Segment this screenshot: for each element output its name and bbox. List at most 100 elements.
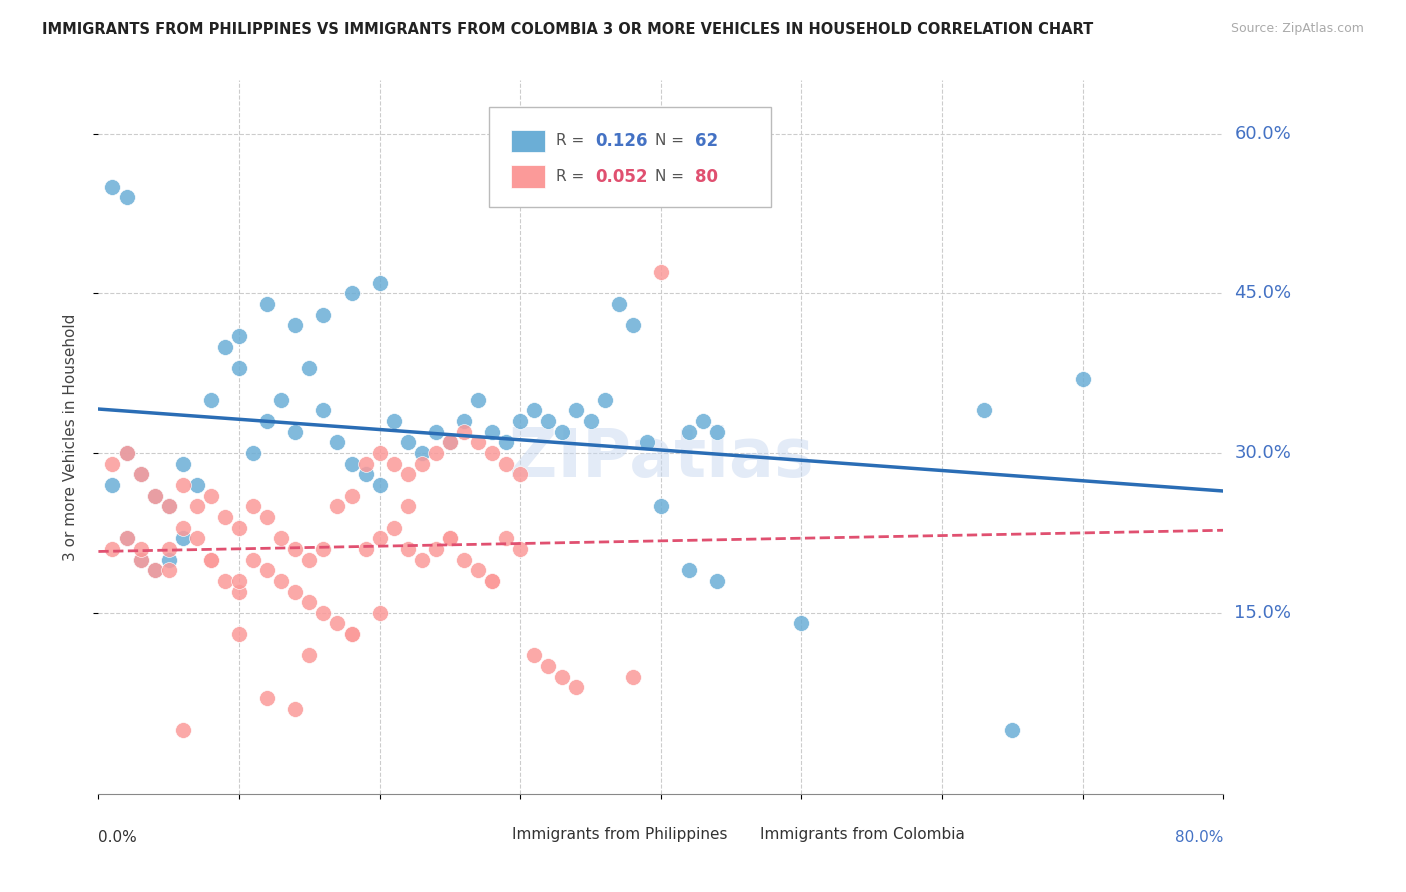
Point <box>143 563 166 577</box>
Point <box>439 531 461 545</box>
Point <box>368 478 391 492</box>
Point <box>411 446 433 460</box>
Point <box>453 414 475 428</box>
Point <box>411 457 433 471</box>
Point <box>101 457 124 471</box>
Point <box>157 541 180 556</box>
Point <box>157 500 180 514</box>
Point <box>495 435 517 450</box>
Point <box>396 541 419 556</box>
Point <box>495 457 517 471</box>
Point <box>129 467 152 482</box>
Point <box>284 584 307 599</box>
Point <box>382 457 405 471</box>
Point <box>453 552 475 566</box>
FancyBboxPatch shape <box>723 825 752 844</box>
Point <box>200 392 222 407</box>
Text: 0.126: 0.126 <box>596 132 648 150</box>
Point <box>340 286 363 301</box>
Point <box>621 318 644 333</box>
Point <box>354 541 377 556</box>
Point <box>467 563 489 577</box>
Point <box>368 276 391 290</box>
Text: 15.0%: 15.0% <box>1234 604 1291 622</box>
Point <box>101 478 124 492</box>
Point <box>101 541 124 556</box>
Point <box>481 446 503 460</box>
Text: ZIPatlas: ZIPatlas <box>509 425 813 491</box>
Point <box>284 425 307 439</box>
Point <box>396 467 419 482</box>
Point <box>256 563 278 577</box>
Point <box>790 616 813 631</box>
Point <box>481 574 503 588</box>
Point <box>242 446 264 460</box>
Point <box>214 574 236 588</box>
Point <box>706 574 728 588</box>
Point <box>650 265 672 279</box>
Point <box>509 414 531 428</box>
Point <box>270 392 292 407</box>
Point <box>115 531 138 545</box>
Point <box>186 531 208 545</box>
Point <box>228 329 250 343</box>
Y-axis label: 3 or more Vehicles in Household: 3 or more Vehicles in Household <box>63 313 77 561</box>
Point <box>425 541 447 556</box>
Text: N =: N = <box>655 134 689 148</box>
Text: 45.0%: 45.0% <box>1234 285 1292 302</box>
Point <box>228 574 250 588</box>
Text: R =: R = <box>557 169 589 184</box>
Point <box>157 500 180 514</box>
Point <box>172 457 194 471</box>
Point <box>284 701 307 715</box>
Point <box>228 627 250 641</box>
Point <box>172 478 194 492</box>
Point <box>270 531 292 545</box>
FancyBboxPatch shape <box>512 165 546 188</box>
Point <box>340 627 363 641</box>
Point <box>326 616 349 631</box>
Point <box>439 435 461 450</box>
Point <box>326 500 349 514</box>
Point <box>256 414 278 428</box>
Point <box>565 403 588 417</box>
Point <box>706 425 728 439</box>
Point <box>228 520 250 534</box>
Point <box>495 531 517 545</box>
Point <box>214 340 236 354</box>
Point <box>172 520 194 534</box>
Text: 60.0%: 60.0% <box>1234 125 1291 143</box>
Point <box>467 392 489 407</box>
Point <box>481 574 503 588</box>
Point <box>256 691 278 706</box>
Point <box>439 531 461 545</box>
Point <box>312 403 335 417</box>
Text: 0.0%: 0.0% <box>98 830 138 845</box>
Point <box>579 414 602 428</box>
Point <box>172 723 194 737</box>
Point <box>129 541 152 556</box>
Point <box>973 403 995 417</box>
Point <box>143 489 166 503</box>
Point <box>678 425 700 439</box>
Point <box>115 190 138 204</box>
Point <box>382 414 405 428</box>
Text: Immigrants from Philippines: Immigrants from Philippines <box>512 827 728 842</box>
Point <box>312 541 335 556</box>
Point <box>425 446 447 460</box>
Point <box>298 360 321 375</box>
Point <box>312 308 335 322</box>
Point <box>396 500 419 514</box>
Text: 80.0%: 80.0% <box>1175 830 1223 845</box>
Point <box>509 541 531 556</box>
Point <box>228 360 250 375</box>
Point <box>565 681 588 695</box>
Point <box>368 606 391 620</box>
Point <box>537 659 560 673</box>
Point <box>200 552 222 566</box>
Point <box>312 606 335 620</box>
Point <box>115 531 138 545</box>
Point <box>200 552 222 566</box>
Point <box>382 520 405 534</box>
Point <box>200 489 222 503</box>
